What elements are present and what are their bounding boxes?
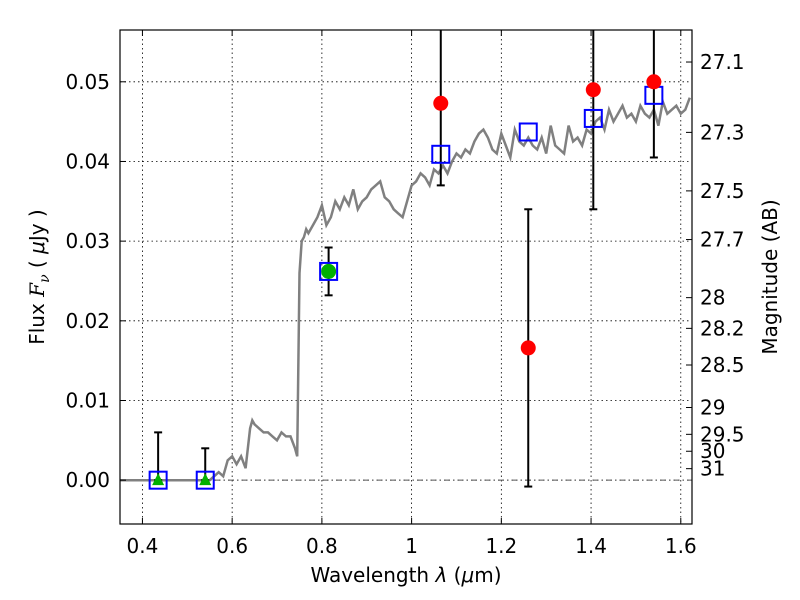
x-tick-label: 1.2 [485,534,517,558]
mag-tick-label: 29.5 [700,422,745,446]
model-photometry-marker [195,470,215,490]
mag-tick-label: 28.2 [700,316,745,340]
upper-limit-marker [199,473,212,486]
axes: 0.4 0.6 0.8 1 1.2 1.4 1.6 0.00 0.01 0.02 0.03 0.04 0… [65,30,745,558]
x-tick-label: 0.8 [306,534,338,558]
model-photometry-marker [583,108,603,128]
detection-marker [321,263,337,279]
model-photometry-marker [319,261,339,281]
x-tick-label: 1.6 [665,534,697,558]
magnitude-axis-label: Magnitude (AB) [758,199,782,354]
red-point-marker [585,82,601,98]
error-bars [154,30,658,488]
y-tick-label: 0.01 [65,389,110,413]
y-axis-label: Flux Fν ( μJy ) [25,209,53,345]
x-tick-label: 1 [405,534,418,558]
plot-frame [119,29,693,525]
data-markers [148,74,664,490]
model-photometry-marker [518,122,538,142]
upper-limit-marker [152,473,165,486]
mag-tick-label: 27.3 [700,120,745,144]
y-tick-label: 0.00 [65,468,110,492]
y-tick-label: 0.02 [65,309,110,333]
mag-tick-label: 28 [700,286,725,310]
mag-tick-label: 27.5 [700,179,745,203]
x-axis-label: Wavelength λ (μm) [310,563,501,587]
mag-tick-label: 30 [700,439,725,463]
x-tick-label: 0.4 [127,534,159,558]
mag-tick-label: 31 [700,457,725,481]
y-tick-label: 0.03 [65,229,110,253]
y-tick-label: 0.04 [65,149,110,173]
red-point-marker [646,74,662,90]
mag-tick-label: 27.7 [700,228,745,252]
model-photometry-marker [431,144,451,164]
x-tick-label: 0.6 [216,534,248,558]
model-sed-line [120,97,691,482]
mag-tick-label: 28.5 [700,353,745,377]
model-photometry-marker [148,470,168,490]
mag-tick-label: 29 [700,396,725,420]
red-point-marker [520,340,536,356]
y-tick-label: 0.05 [65,70,110,94]
red-point-marker [433,95,449,111]
x-tick-label: 1.4 [575,534,607,558]
mag-tick-label: 27.1 [700,50,745,74]
